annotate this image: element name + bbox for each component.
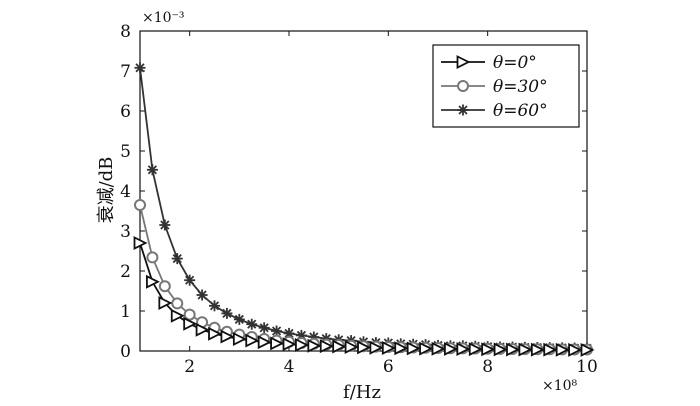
data-point [184,274,196,286]
data-point [134,199,146,211]
y-tick-label: 4 [120,182,131,202]
series-0 [133,236,595,357]
data-point [518,342,533,357]
data-point [232,332,247,346]
y-tick-label: 2 [120,262,131,282]
data-point [146,251,159,264]
data-point [245,333,260,348]
data-point [493,342,508,357]
data-point [406,341,421,356]
data-point [146,274,160,289]
data-point [221,307,233,319]
y-tick-label: 6 [120,102,131,122]
x-tick-label: 10 [576,357,598,377]
y-axis-label: 衰减/dB [96,157,117,224]
legend-marker [457,104,469,116]
y-tick-label: 8 [120,22,131,42]
data-point [468,342,483,357]
x-exponent-label: ×10⁸ [542,378,578,394]
data-point [506,342,521,357]
data-point [270,336,285,351]
x-tick-label: 8 [482,357,493,377]
data-point [419,341,434,356]
data-point [246,318,258,330]
data-point [555,342,570,357]
y-tick-label: 5 [120,142,131,162]
y-exponent-label: ×10⁻³ [142,10,185,26]
series-group [133,62,595,357]
y-tick-label: 1 [120,302,131,322]
data-point [158,296,173,310]
data-point [208,326,223,341]
data-point [381,341,396,355]
data-point [233,313,245,325]
ticks: 2 4 6 8 10 0 1 2 3 4 5 6 7 8 [120,22,598,377]
data-point [444,342,458,356]
legend-label: θ=30° [493,77,548,97]
x-axis-label: f/Hz [343,382,381,403]
data-point [158,280,171,293]
x-tick-label: 4 [284,357,295,377]
x-tick-label: 6 [383,357,394,377]
data-point [394,341,409,356]
series-line [139,242,588,351]
data-point [456,342,471,357]
data-point [258,322,270,334]
series-line [139,204,588,351]
data-point [134,62,146,74]
legend-marker [456,55,471,69]
legend-label: θ=60° [493,101,548,121]
data-point [196,289,208,301]
x-tick-label: 2 [184,357,195,377]
legend-label: θ=0° [493,53,537,73]
data-point [146,164,158,176]
data-point [295,338,309,352]
data-point [481,342,496,357]
data-point [283,327,295,339]
data-point [170,308,185,323]
y-tick-label: 7 [120,62,131,82]
data-point [159,219,171,231]
data-point [171,297,184,310]
data-point [209,300,220,312]
y-tick-label: 3 [120,222,131,242]
data-point [183,316,198,331]
data-point [369,340,384,355]
data-point [257,335,272,350]
data-point [580,342,595,357]
legend-marker [457,80,469,92]
data-point [171,253,183,265]
data-point [357,340,372,355]
data-point [319,339,334,354]
data-point [307,338,322,353]
data-point [332,339,347,354]
data-point [530,342,545,357]
data-point [282,337,297,352]
data-point [344,340,359,354]
data-point [220,329,235,344]
data-point [568,342,583,357]
data-point [195,322,210,337]
y-tick-label: 0 [120,342,131,362]
legend: θ=0° θ=30° θ=60° [432,44,580,128]
data-point [543,342,558,357]
data-point [183,308,196,321]
data-point [133,236,148,250]
data-point [431,341,446,356]
